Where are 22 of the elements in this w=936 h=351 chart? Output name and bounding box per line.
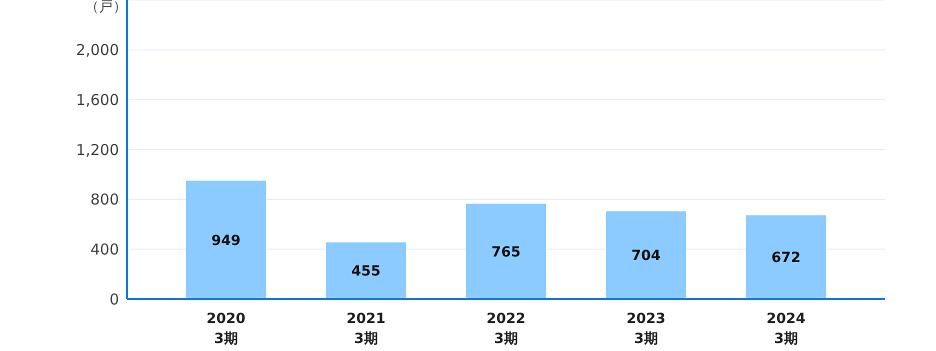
data-label: 704	[631, 248, 661, 264]
bar	[326, 242, 406, 299]
y-tick-label: 1,200	[76, 140, 119, 159]
y-tick-label: 400	[90, 240, 119, 258]
y-tick-label: 800	[90, 190, 119, 209]
bar	[606, 211, 686, 299]
x-tick-label: 2022 3期	[486, 311, 526, 347]
y-tick-label: 0	[109, 290, 119, 308]
x-tick-label: 2021 3期	[346, 311, 386, 347]
y-axis-title: （戸）	[85, 0, 127, 16]
data-label: 455	[351, 264, 381, 280]
x-tick-label: 2020 3期	[206, 311, 246, 347]
bar	[746, 215, 826, 299]
x-tick-label: 2023 3期	[626, 311, 666, 347]
data-label: 949	[211, 232, 241, 249]
x-tick-label: 2024 3期	[766, 311, 806, 347]
y-tick-label: 2,000	[76, 41, 119, 60]
data-label: 765	[491, 244, 521, 260]
y-tick-label: 1,600	[76, 90, 119, 109]
bar	[466, 204, 546, 299]
data-label: 672	[771, 250, 801, 266]
bar	[186, 180, 266, 299]
